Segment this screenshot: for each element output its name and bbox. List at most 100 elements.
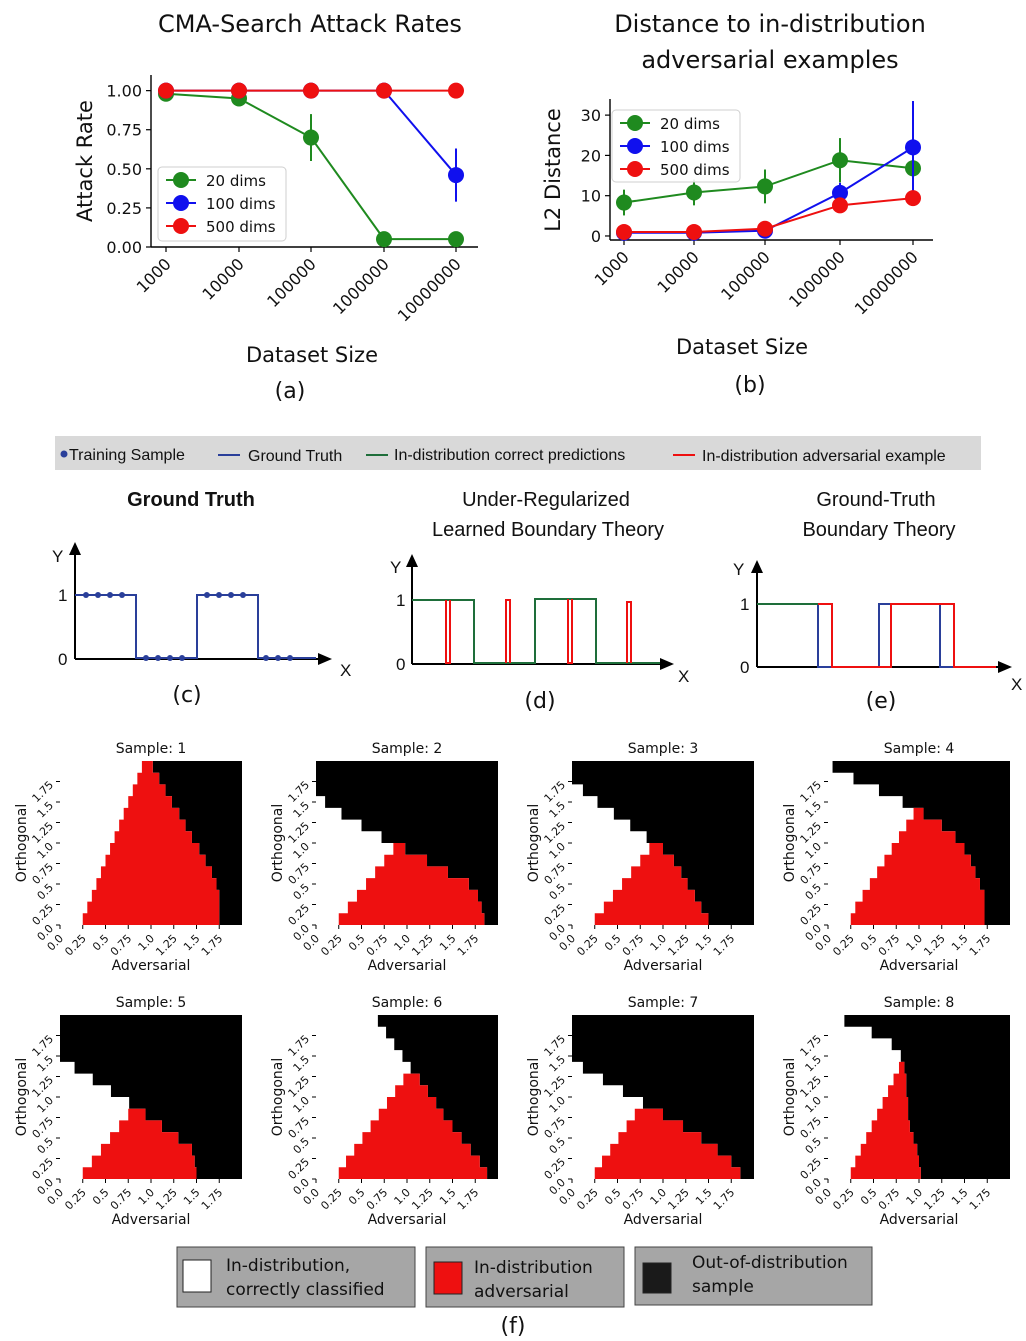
y-tick-label: 0.75 (798, 860, 825, 887)
l2-distance-chart: Distance to in-distribution adversarial … (541, 10, 933, 398)
data-point (832, 184, 848, 201)
schematic-e-title-line1: Ground-Truth (816, 489, 935, 511)
heatmap-title: Sample: 2 (372, 741, 443, 757)
x-tick-label: 1.75 (711, 932, 738, 959)
x-tick-label: 1.25 (665, 1186, 692, 1213)
y-tick-label: 1.75 (30, 778, 57, 805)
panel-label-e: (e) (866, 689, 897, 714)
schematic-e-zero: 0 (740, 658, 749, 677)
heatmap-title: Sample: 7 (628, 995, 699, 1011)
y-tick-label: 0.75 (30, 860, 57, 887)
adversarial-spike (567, 599, 573, 664)
heatmap-title: Sample: 8 (884, 995, 955, 1011)
y-axis-label: Attack Rate (73, 100, 97, 222)
training-sample-point (275, 655, 281, 661)
x-tick-label: 0.25 (830, 1186, 857, 1213)
legend-correct-predictions: In-distribution correct predictions (394, 447, 625, 464)
x-tick-label: 0.25 (830, 932, 857, 959)
l2-xlabel: Dataset Size (676, 335, 808, 359)
y-tick-label: 1.25 (30, 819, 57, 846)
data-point (905, 139, 921, 156)
schematic-d-adversarial-spikes (445, 599, 632, 664)
legend-swatch-ood (642, 1262, 672, 1294)
schematic-c-one: 1 (58, 586, 67, 605)
data-point (832, 152, 848, 169)
y-tick-label: 0 (591, 227, 601, 246)
heatmap-panel: Sample: 20.00.0 0.250.250.50.50.750.751.0… (270, 741, 498, 974)
heatmap-panel: Sample: 60.00.0 0.250.250.50.50.750.751.0… (270, 995, 498, 1228)
data-point (231, 82, 247, 99)
training-sample-point (228, 592, 234, 598)
heatmap-legend: In-distribution, correctly classified In… (176, 1246, 873, 1339)
y-tick-label: 1.75 (286, 778, 313, 805)
panel-label-c: (c) (172, 683, 201, 708)
x-tick-label: 0.25 (62, 1186, 89, 1213)
x-tick-label: 0.75 (364, 932, 391, 959)
heatmap-ylabel: Orthogonal (782, 804, 798, 883)
heatmap-ylabel: Orthogonal (526, 804, 542, 883)
under-regularized-schematic: Under-Regularized Learned Boundary Theor… (390, 489, 689, 714)
heatmap-ylabel: Orthogonal (14, 1058, 30, 1137)
schematic-e-title-line2: Boundary Theory (802, 519, 955, 541)
heatmap-title: Sample: 3 (628, 741, 699, 757)
y-tick-label: 0.75 (542, 860, 569, 887)
legend-marker (627, 115, 643, 131)
heatmap-panel: Sample: 40.00.0 0.250.250.50.50.750.751.0… (782, 741, 1010, 974)
schematic-d-title-line1: Under-Regularized (462, 489, 630, 511)
y-tick-label: 0.75 (30, 1114, 57, 1141)
legend-ood-line2: sample (692, 1277, 754, 1297)
y-tick-label: 0.25 (542, 1155, 569, 1182)
data-point (303, 129, 319, 146)
heatmap-title: Sample: 4 (884, 741, 955, 757)
adversarial-region (82, 761, 220, 925)
legend-correct-line2: correctly classified (226, 1280, 385, 1300)
schematic-c-x-label: X (340, 661, 351, 680)
data-point (303, 82, 319, 99)
schematic-d-one: 1 (396, 591, 405, 610)
data-point (905, 190, 921, 207)
x-tick-label: 1.25 (921, 1186, 948, 1213)
y-tick-label: 0.25 (798, 1155, 825, 1182)
y-tick-label: 0.25 (30, 901, 57, 928)
x-tick-label: 10000 (198, 254, 247, 303)
x-tick-label: 0.25 (574, 1186, 601, 1213)
y-tick-label: 0.25 (286, 1155, 313, 1182)
y-tick-label: 0.25 (106, 199, 142, 218)
data-point (686, 223, 702, 240)
heatmap-title: Sample: 5 (116, 995, 187, 1011)
x-tick-label: 1.25 (409, 1186, 436, 1213)
y-tick-label: 1.00 (106, 82, 142, 101)
legend-ground-truth: Ground Truth (248, 448, 342, 465)
legend-box-ood (634, 1246, 873, 1306)
schematic-d-x-label: X (678, 667, 689, 686)
y-tick-label: 0.75 (286, 1114, 313, 1141)
adversarial-region (594, 1108, 741, 1179)
y-tick-label: 0.75 (106, 121, 142, 140)
schematic-d-y-arrow (406, 554, 418, 567)
data-point (448, 167, 464, 184)
heatmap-ylabel: Orthogonal (526, 1058, 542, 1137)
y-axis-label: L2 Distance (541, 108, 565, 232)
adversarial-region (338, 843, 485, 925)
ground-truth-schematic: Ground Truth Y X 1 0 (c) (52, 489, 351, 708)
x-tick-label: 10000 (653, 247, 702, 296)
legend-swatch-correct (182, 1259, 212, 1293)
x-tick-label: 0.75 (876, 1186, 903, 1213)
schematic-c-y-label: Y (52, 547, 63, 566)
schematic-e-adversarial-line (757, 603, 996, 668)
data-point (832, 197, 848, 214)
line-legend-background (55, 436, 981, 470)
y-tick-label: 0.25 (542, 901, 569, 928)
x-tick-label: 1.75 (967, 1186, 994, 1213)
l2-chart-title-line1: Distance to in-distribution (614, 10, 926, 38)
heatmap-panel: Sample: 10.00.0 0.250.250.50.50.750.751.0… (14, 741, 242, 974)
legend-adversarial-line1: In-distribution (474, 1258, 593, 1278)
x-tick-label: 1.75 (199, 1186, 226, 1213)
schematic-c-y-arrow (69, 542, 81, 555)
training-sample-point (83, 592, 89, 598)
adversarial-spike (626, 601, 632, 663)
legend-label: 500 dims (660, 161, 730, 179)
training-sample-point (204, 592, 210, 598)
heatmap-title: Sample: 1 (116, 741, 187, 757)
training-sample-point (216, 592, 222, 598)
